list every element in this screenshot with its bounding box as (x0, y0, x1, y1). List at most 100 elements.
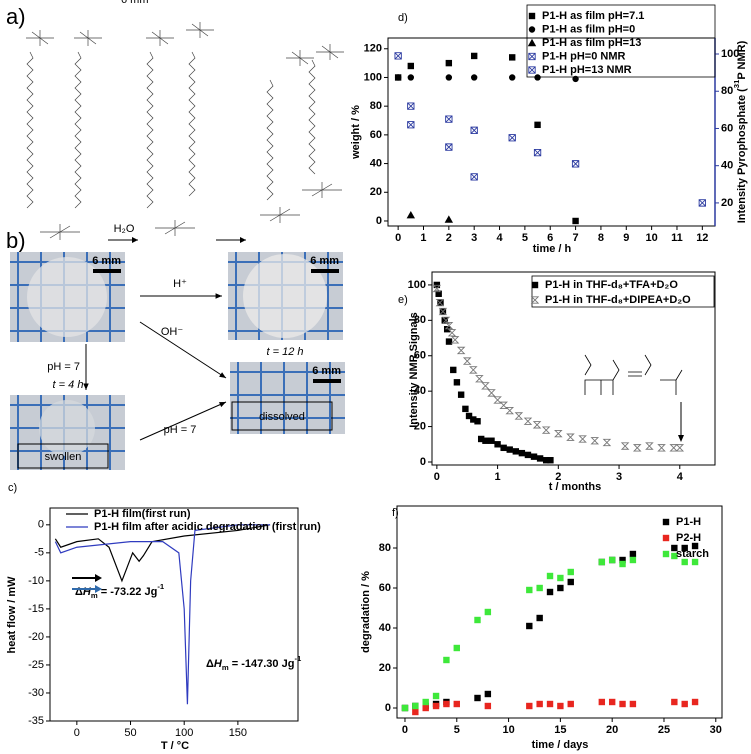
point (445, 59, 453, 67)
point (435, 290, 442, 297)
legend-marker (528, 12, 536, 20)
x-tick-label: 8 (598, 232, 604, 244)
phosphate-tail (40, 224, 80, 240)
point (598, 698, 606, 706)
phosphate-tail (260, 207, 300, 223)
point (465, 412, 473, 420)
point (450, 336, 460, 344)
legend-label: P1-H film(first run) (94, 508, 191, 520)
y-tick-label: 40 (379, 622, 391, 634)
plot-frame (49, 507, 299, 722)
y-axis-label: Intensity NMR Signals (408, 312, 420, 428)
arrow-head (240, 237, 246, 243)
x-tick-label: 2 (555, 471, 561, 483)
point (567, 700, 574, 708)
point (526, 586, 533, 594)
text-part: H (214, 658, 223, 670)
acid-label: H⁺ (173, 278, 187, 290)
point (557, 584, 564, 592)
text-part: Δ (75, 586, 83, 598)
state-label: dissolved (259, 411, 305, 423)
point (657, 444, 666, 452)
point (494, 441, 501, 448)
rich-text: Intensity Pyrophosphate (31P NMR) (732, 40, 748, 223)
x-tick-label: 50 (124, 727, 136, 739)
point (681, 700, 688, 708)
y-tick-label: 0 (376, 215, 382, 227)
x-tick-label: 0 (434, 471, 440, 483)
point (470, 416, 477, 423)
legend-label: P2-H (676, 532, 701, 544)
point (514, 412, 524, 420)
phosphate-head (74, 30, 102, 46)
point (554, 430, 563, 438)
point (691, 558, 699, 566)
x-tick-label: 30 (710, 724, 722, 736)
point (629, 550, 637, 558)
arrow-head (219, 372, 226, 378)
x-tick-label: 12 (696, 232, 708, 244)
y2-tick-label: 20 (721, 197, 733, 209)
point (541, 426, 551, 434)
point (557, 574, 564, 582)
ph-label: pH = 7 (47, 361, 80, 373)
phosphate-head (186, 22, 214, 38)
arrow-head (678, 435, 684, 442)
text-part: = -73.22 Jg (98, 586, 158, 598)
y2-tick-label: 40 (721, 160, 733, 172)
point (547, 457, 554, 464)
phosphate-head (286, 50, 314, 66)
point (457, 391, 465, 398)
legend-label: P1-H in THF-d₈+TFA+D₂O (545, 279, 678, 291)
y-tick-label: 0 (385, 702, 391, 714)
phosphate-tail (302, 182, 342, 198)
state-label: swollen (45, 451, 82, 463)
point (422, 698, 429, 706)
legend-marker (662, 550, 670, 558)
panel-label: e) (398, 294, 408, 306)
point (450, 366, 457, 374)
legend-label: P1-H pH=13 NMR (542, 64, 632, 76)
point (401, 704, 409, 712)
point (484, 608, 492, 616)
y-tick-label: 40 (370, 157, 382, 169)
point (493, 396, 502, 404)
series-line (54, 524, 271, 583)
point (456, 346, 466, 355)
point (675, 444, 685, 452)
x-tick-label: 10 (502, 724, 514, 736)
alkyl-chain (146, 51, 154, 209)
legend-marker (528, 26, 536, 33)
point (536, 584, 543, 592)
ph-label: pH = 7 (164, 424, 197, 436)
rich-text: ΔHm = -73.22 Jg-1 (75, 582, 165, 600)
point (572, 75, 579, 83)
point (487, 389, 496, 397)
panel-label: c) (8, 482, 17, 494)
point (407, 62, 415, 70)
state-box (231, 401, 333, 431)
point (681, 558, 688, 566)
point (470, 173, 478, 181)
point (435, 298, 445, 307)
arrow-head (83, 383, 89, 390)
point (443, 700, 450, 708)
arrow-head (95, 574, 102, 582)
x-tick-label: 0 (402, 724, 408, 736)
y-axis-label: heat flow / mW (6, 576, 18, 654)
scale-bar-label: 6 mm (121, 0, 149, 6)
point (469, 366, 478, 374)
arrow (139, 321, 227, 379)
y-tick-label: 20 (370, 186, 382, 198)
point (477, 435, 485, 443)
text-part: P NMR) (736, 40, 748, 79)
point (572, 217, 579, 225)
legend-label: P1-H (676, 516, 701, 528)
point (590, 437, 600, 445)
point (432, 284, 442, 293)
point (412, 708, 419, 716)
point (484, 690, 492, 698)
y2-tick-label: 100 (721, 48, 739, 60)
point (691, 542, 699, 550)
point (536, 455, 544, 462)
